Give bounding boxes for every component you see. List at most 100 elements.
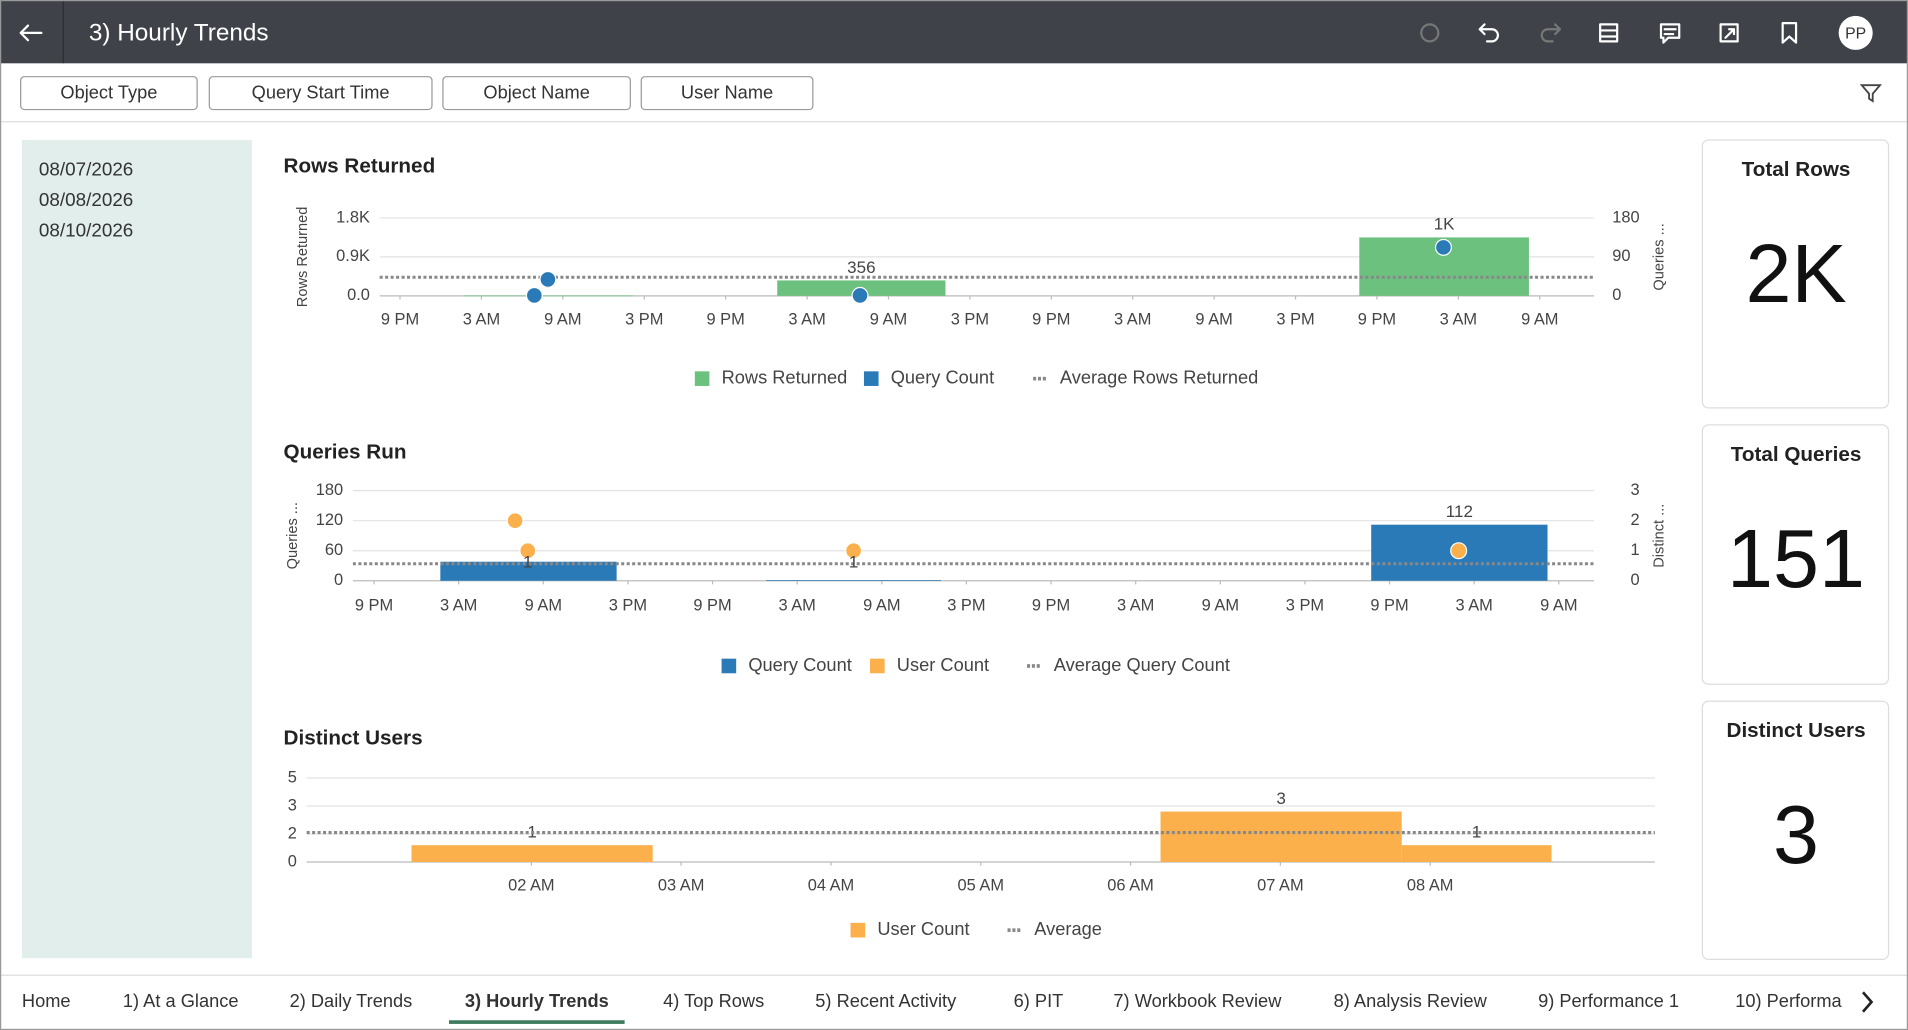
- bar: [463, 295, 634, 297]
- x-tick-label: 03 AM: [658, 877, 705, 895]
- y-tick-label: 180: [316, 481, 343, 499]
- tab[interactable]: 6) PIT: [1014, 990, 1064, 1011]
- y-tick-label: 0: [288, 852, 297, 870]
- filter-bar: Object Type Query Start Time Object Name Us…: [20, 76, 814, 111]
- kpi-title: Total Rows: [1742, 158, 1851, 181]
- legend-item: Query Count: [863, 366, 994, 387]
- point: [519, 542, 537, 560]
- y2-axis-title: Queries ...: [1652, 223, 1668, 290]
- filter-button-box[interactable]: [442, 76, 631, 111]
- kpi-value: 3: [1773, 788, 1819, 881]
- data-label: 1: [849, 552, 858, 571]
- filter-button[interactable]: Object Name: [442, 76, 631, 111]
- data-label: 1: [523, 552, 532, 571]
- x-tick-label: 9 PM: [693, 597, 731, 615]
- filter-button-label[interactable]: User Name: [681, 82, 773, 103]
- x-tick-label: 9 PM: [1032, 597, 1070, 615]
- date-item[interactable]: 08/08/2026: [39, 189, 133, 210]
- filter-button[interactable]: Object Type: [20, 76, 198, 111]
- filter-button-label[interactable]: Object Type: [60, 82, 157, 103]
- bar: [411, 845, 653, 862]
- date-item[interactable]: 08/10/2026: [39, 219, 133, 240]
- legend-symbol: [1031, 664, 1035, 668]
- data-label: 356: [847, 258, 875, 277]
- date-item[interactable]: 08/07/2026: [39, 158, 133, 179]
- comment-icon[interactable]: [1659, 23, 1681, 44]
- export-icon[interactable]: [1719, 23, 1739, 43]
- data-label: 3: [1276, 789, 1285, 808]
- legend-symbol: [1037, 376, 1042, 381]
- avatar[interactable]: [1838, 15, 1873, 50]
- chart-title: Rows Returned: [284, 154, 436, 177]
- bar: [1401, 845, 1552, 862]
- tab[interactable]: 1) At a Glance: [123, 990, 239, 1011]
- x-tick-label: 9 AM: [1521, 311, 1558, 329]
- legend-label: Query Count: [891, 366, 994, 387]
- tab[interactable]: 3) Hourly Trends: [465, 990, 609, 1011]
- kpi-title: Total Queries: [1731, 443, 1862, 466]
- filter-button-label[interactable]: Query Start Time: [252, 82, 390, 103]
- legend-symbol: [1007, 928, 1011, 932]
- tab-scroll-right[interactable]: [1861, 991, 1874, 1013]
- legend-item: Rows Returned: [694, 366, 847, 387]
- legend-symbol: [850, 922, 866, 938]
- legend-label: Average Query Count: [1054, 654, 1230, 675]
- refresh-icon[interactable]: [1420, 23, 1440, 43]
- bookmark-icon[interactable]: [1781, 22, 1798, 44]
- point: [1450, 542, 1468, 560]
- tab[interactable]: 10) Performa: [1735, 990, 1842, 1011]
- date-panel: [21, 140, 252, 959]
- kpi-cards: Total Rows 2K Total Queries 151 Distinct Use…: [1701, 139, 1890, 960]
- x-tick-label: 3 AM: [1114, 311, 1151, 329]
- kpi-card-box: [1701, 700, 1890, 960]
- x-tick-label: 9 PM: [1370, 597, 1408, 615]
- tab[interactable]: 7) Workbook Review: [1113, 990, 1282, 1011]
- filter-button[interactable]: Query Start Time: [208, 76, 433, 111]
- y2-tick-label: 1: [1631, 541, 1640, 559]
- x-tick-label: 9 PM: [355, 597, 393, 615]
- tab[interactable]: 4) Top Rows: [663, 990, 764, 1011]
- x-tick-label: 07 AM: [1257, 877, 1304, 895]
- back-button[interactable]: [19, 24, 43, 42]
- y-tick-label: 5: [288, 768, 297, 786]
- data-icon[interactable]: [1599, 23, 1619, 43]
- filter-button-label[interactable]: Object Name: [483, 82, 589, 103]
- filter-icon[interactable]: [1859, 84, 1882, 103]
- point: [851, 286, 869, 304]
- x-tick-label: 3 AM: [463, 311, 500, 329]
- filter-button-box[interactable]: [208, 76, 433, 111]
- legend-label: User Count: [897, 654, 989, 675]
- kpi-card-box: [1701, 139, 1890, 409]
- tab[interactable]: 5) Recent Activity: [815, 990, 957, 1011]
- tab[interactable]: 9) Performance 1: [1538, 990, 1679, 1011]
- chart: Queries Run 0 60 120 180 0 1 2 3 9 PM 3 AM 9 AM 3 PM…: [284, 440, 1668, 674]
- undo-icon[interactable]: [1478, 23, 1500, 43]
- tab[interactable]: 8) Analysis Review: [1334, 990, 1488, 1011]
- kpi-value: 2K: [1745, 227, 1846, 320]
- tab[interactable]: 2) Daily Trends: [290, 990, 413, 1011]
- legend-symbol: [870, 658, 885, 674]
- x-tick-label: 3 AM: [788, 311, 825, 329]
- date-list: 08/07/2026 08/08/2026 08/10/2026: [39, 158, 133, 240]
- kpi-card: Total Queries 151: [1701, 424, 1890, 685]
- x-tick-label: 08 AM: [1407, 877, 1454, 895]
- x-tick-label: 05 AM: [957, 877, 1004, 895]
- point: [539, 270, 557, 288]
- legend-label: Average: [1034, 918, 1102, 939]
- x-tick-label: 9 AM: [863, 597, 900, 615]
- filter-button[interactable]: User Name: [640, 76, 814, 111]
- tab[interactable]: Home: [22, 990, 71, 1011]
- y-tick-label: 0.0: [347, 286, 370, 304]
- point: [845, 542, 863, 560]
- x-tick-label: 3 AM: [1440, 311, 1477, 329]
- filter-button-box[interactable]: [640, 76, 814, 111]
- x-tick-label: 3 PM: [609, 597, 647, 615]
- chart-title: Queries Run: [284, 440, 407, 463]
- x-tick-label: 9 AM: [544, 311, 581, 329]
- chart: Rows Returned 0.0 0.9K 1.8K 0 90 180 9 PM 3 AM 9 …: [284, 154, 1668, 387]
- y-tick-label: 120: [316, 511, 343, 529]
- redo-icon[interactable]: [1540, 23, 1562, 43]
- filter-button-box[interactable]: [20, 76, 198, 111]
